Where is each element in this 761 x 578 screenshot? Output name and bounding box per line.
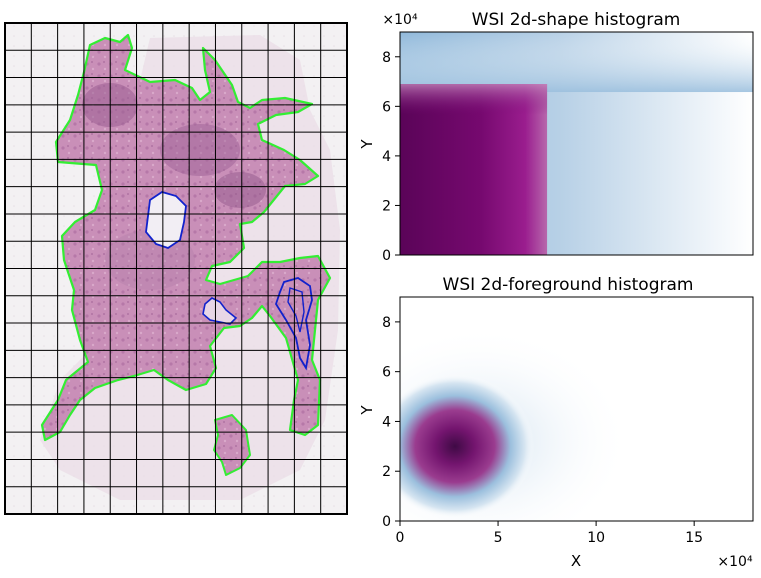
chart-2-y-tick-label: 6 (382, 365, 391, 381)
shape-low-density-region (400, 32, 753, 93)
shape-high-density-edge (400, 84, 548, 255)
patch-grid (5, 23, 347, 514)
chart-2-x-tick-label: 5 (494, 530, 503, 546)
annotation-outline (145, 191, 187, 249)
annotation-outline (287, 287, 305, 333)
chart-2-x-tick-label: 10 (587, 530, 605, 546)
chart-1-y-tick-label: 6 (382, 99, 391, 115)
chart-1-y-exponent: ×10⁴ (382, 12, 418, 28)
chart-2-y-tick-label: 4 (382, 414, 391, 430)
chart-2-y-tick-label: 2 (382, 464, 391, 480)
chart-2-title: WSI 2d-foreground histogram (443, 275, 694, 295)
chart-2-y-tick-label: 8 (382, 315, 391, 331)
foreground-histogram-chart: WSI 2d-foreground histogram 0 2 4 6 8 0 5 10 15… (358, 275, 754, 570)
chart-2-y-tick-label: 0 (382, 514, 391, 530)
chart-1-y-label: Y (358, 139, 376, 150)
slide-thumbnail-panel (4, 22, 348, 515)
histogram-charts: WSI 2d-shape histogram 0 2 4 6 8 ×10⁴ Y WSI … (358, 10, 754, 570)
dense-tissue-area (105, 230, 195, 290)
tissue-fragment (213, 414, 251, 476)
dense-tissue-area (160, 124, 240, 176)
chart-2-frame (399, 296, 754, 522)
foreground-density-peak (400, 374, 535, 519)
annotation-outline (275, 277, 313, 371)
chart-1-y-tick-label: 2 (382, 198, 391, 214)
chart-2-x-label: X (571, 552, 581, 570)
annotation-outline (202, 297, 238, 325)
dense-tissue-area (214, 172, 266, 208)
chart-2-x-tick-label: 0 (396, 530, 405, 546)
shape-histogram-chart: WSI 2d-shape histogram 0 2 4 6 8 ×10⁴ Y (358, 10, 754, 264)
chart-1-title: WSI 2d-shape histogram (472, 10, 681, 30)
chart-2-x-exponent: ×10⁴ (717, 554, 753, 570)
chart-2-x-tick-label: 15 (685, 530, 703, 546)
chart-2-y-label: Y (358, 405, 376, 416)
tissue-region (40, 33, 332, 442)
chart-1-y-tick-label: 0 (382, 248, 391, 264)
chart-1-frame (399, 31, 754, 256)
chart-1-y-tick-label: 8 (382, 50, 391, 66)
slide-frame (4, 22, 348, 515)
chart-1-y-tick-label: 4 (382, 149, 391, 165)
